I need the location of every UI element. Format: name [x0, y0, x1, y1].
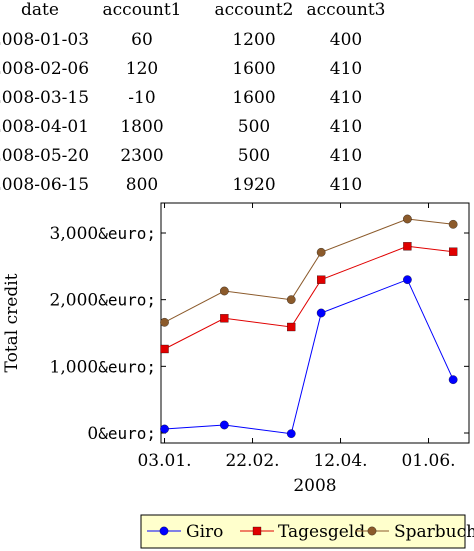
table-cell-r2-c2: 120 — [125, 59, 159, 79]
chart-series — [160, 214, 458, 439]
table-header-account3: account3 — [306, 0, 386, 20]
legend-marker-giro — [159, 526, 169, 536]
table-cell-r3-c3: 1600 — [232, 88, 276, 108]
table-cell-r2-c3: 1600 — [232, 59, 276, 79]
table-cell-r3-c1: 2008-03-15 — [0, 88, 90, 108]
series-giro — [160, 275, 458, 439]
data-point-sparbuch — [316, 247, 326, 257]
table-header-date: date — [21, 0, 59, 20]
data-point-tagesgeld — [449, 247, 458, 256]
table-cell-r6-c2: 800 — [125, 175, 159, 195]
chart-axes: 03.01. 22.02. 12.04. 01.06. 0&euro; 1,000&eur… — [2, 202, 470, 496]
data-table: date account1 account2 account3 2008-01-03 60… — [0, 0, 474, 200]
series-sparbuch — [160, 214, 458, 327]
table-cell-r3-c2: -10 — [128, 88, 156, 108]
data-point-giro — [286, 429, 296, 439]
table-cell-r4-c1: 2008-04-01 — [0, 117, 90, 137]
table-cell-r3-c4: 410 — [329, 88, 363, 108]
series-line-tagesgeld — [164, 245, 454, 350]
data-point-giro — [160, 424, 169, 434]
table-cell-r1-c2: 60 — [131, 30, 153, 50]
series-tagesgeld — [160, 242, 458, 354]
chart-legend: Giro Tagesgeld Sparbuch — [140, 514, 474, 549]
data-point-sparbuch — [448, 219, 458, 229]
data-point-sparbuch — [403, 214, 412, 224]
series-line-sparbuch — [164, 218, 454, 323]
x-tick-label: 03.01. — [137, 451, 191, 471]
data-point-giro — [220, 420, 229, 430]
y-tick-label: 3,000&euro; — [50, 224, 156, 244]
table-cell-r6-c1: 2008-06-15 — [0, 175, 90, 195]
legend-label-sparbuch: Sparbuch — [394, 522, 474, 542]
data-point-giro — [316, 308, 326, 318]
y-tick-label: 2,000&euro; — [50, 291, 156, 311]
table-cell-r1-c1: 2008-01-03 — [0, 30, 90, 50]
data-point-tagesgeld — [317, 275, 326, 284]
legend-label-tagesgeld: Tagesgeld — [278, 522, 365, 542]
table-cell-r4-c3: 500 — [237, 117, 271, 137]
plot-frame — [160, 202, 470, 444]
table-cell-r5-c3: 500 — [237, 146, 271, 166]
table-cell-r5-c2: 2300 — [120, 146, 164, 166]
legend-marker-sparbuch — [367, 526, 377, 536]
legend-marker-tagesgeld — [252, 526, 262, 536]
x-tick-label: 12.04. — [313, 451, 367, 471]
data-point-tagesgeld — [220, 314, 229, 323]
data-point-tagesgeld — [287, 322, 296, 332]
legend-box — [140, 514, 466, 549]
table-cell-r5-c4: 410 — [329, 146, 363, 166]
y-tick-label: 0&euro; — [87, 424, 156, 444]
data-point-sparbuch — [160, 317, 169, 327]
table-cell-r5-c1: 2008-05-20 — [0, 146, 90, 166]
table-cell-r2-c4: 410 — [329, 59, 363, 79]
x-tick-label: 22.02. — [225, 451, 279, 471]
y-axis-label: Total credit — [2, 273, 22, 372]
data-point-sparbuch — [220, 286, 229, 296]
legend-label-giro: Giro — [186, 522, 223, 542]
table-header-account1: account1 — [102, 0, 182, 20]
table-cell-r1-c4: 400 — [329, 30, 363, 50]
table-cell-r2-c1: 2008-02-06 — [0, 59, 90, 79]
series-line-giro — [164, 279, 454, 435]
table-cell-r6-c4: 410 — [329, 175, 363, 195]
table-cell-r4-c2: 1800 — [120, 117, 164, 137]
x-tick-label: 01.06. — [401, 451, 455, 471]
data-point-giro — [403, 275, 412, 285]
data-point-tagesgeld — [403, 242, 412, 251]
table-cell-r1-c3: 1200 — [232, 30, 276, 50]
table-cell-r6-c3: 1920 — [232, 175, 276, 195]
data-point-giro — [448, 375, 458, 385]
table-header-account2: account2 — [214, 0, 294, 20]
x-axis-label: 2008 — [293, 476, 336, 496]
table-cell-r4-c4: 410 — [329, 117, 363, 137]
y-tick-label: 1,000&euro; — [50, 357, 156, 377]
data-point-tagesgeld — [160, 344, 169, 354]
data-point-sparbuch — [286, 295, 296, 305]
